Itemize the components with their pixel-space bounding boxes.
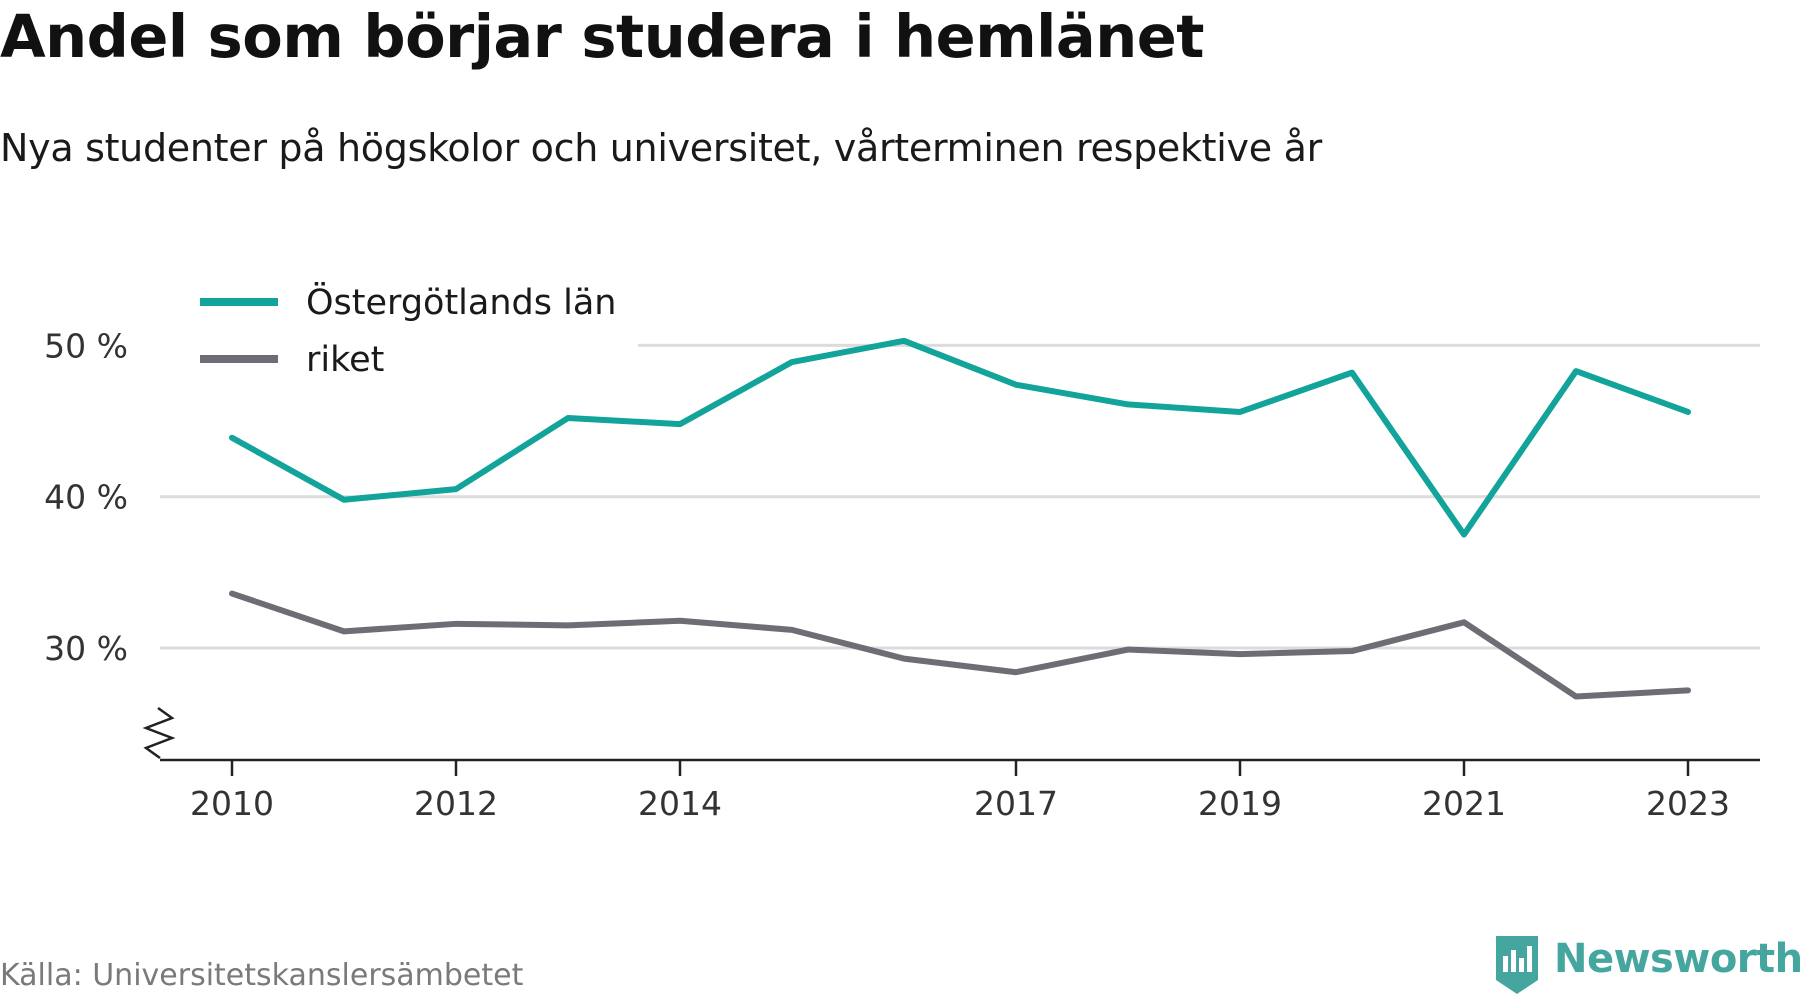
- x-tick-label: 2012: [414, 784, 498, 823]
- brand-logo[interactable]: Newsworthy: [1492, 928, 1800, 1000]
- axis-break-icon: [142, 706, 176, 760]
- series-line-2: [229, 590, 1691, 700]
- newsworthy-logo-icon: [1496, 936, 1538, 994]
- legend: Östergötlands län riket: [160, 268, 638, 380]
- x-tick-label: 2021: [1422, 784, 1506, 823]
- y-tick-label: 30 %: [44, 629, 128, 668]
- brand-name: Newsworthy: [1554, 936, 1800, 982]
- x-tick-label: 2010: [190, 784, 274, 823]
- y-tick-label: 50 %: [44, 326, 128, 365]
- series-line-1: [229, 337, 1691, 538]
- x-tick-label: 2023: [1646, 784, 1730, 823]
- series-lines: [229, 337, 1691, 700]
- legend-label: riket: [306, 340, 384, 380]
- x-tick-label: 2014: [638, 784, 722, 823]
- legend-background: [160, 268, 638, 372]
- y-axis-labels: 30 % 40 % 50 %: [44, 326, 128, 668]
- source-note: Källa: Universitetskanslersämbetet: [0, 958, 524, 993]
- x-tick-label: 2017: [974, 784, 1058, 823]
- x-tick-label: 2019: [1198, 784, 1282, 823]
- x-axis: 2010 2012 2014 2017 2019 2021 2023: [142, 706, 1760, 823]
- chart-subtitle: Nya studenter på högskolor och universit…: [0, 126, 1322, 170]
- chart-title: Andel som börjar studera i hemlänet: [0, 2, 1204, 71]
- y-tick-label: 40 %: [44, 478, 128, 517]
- legend-label: Östergötlands län: [306, 281, 616, 323]
